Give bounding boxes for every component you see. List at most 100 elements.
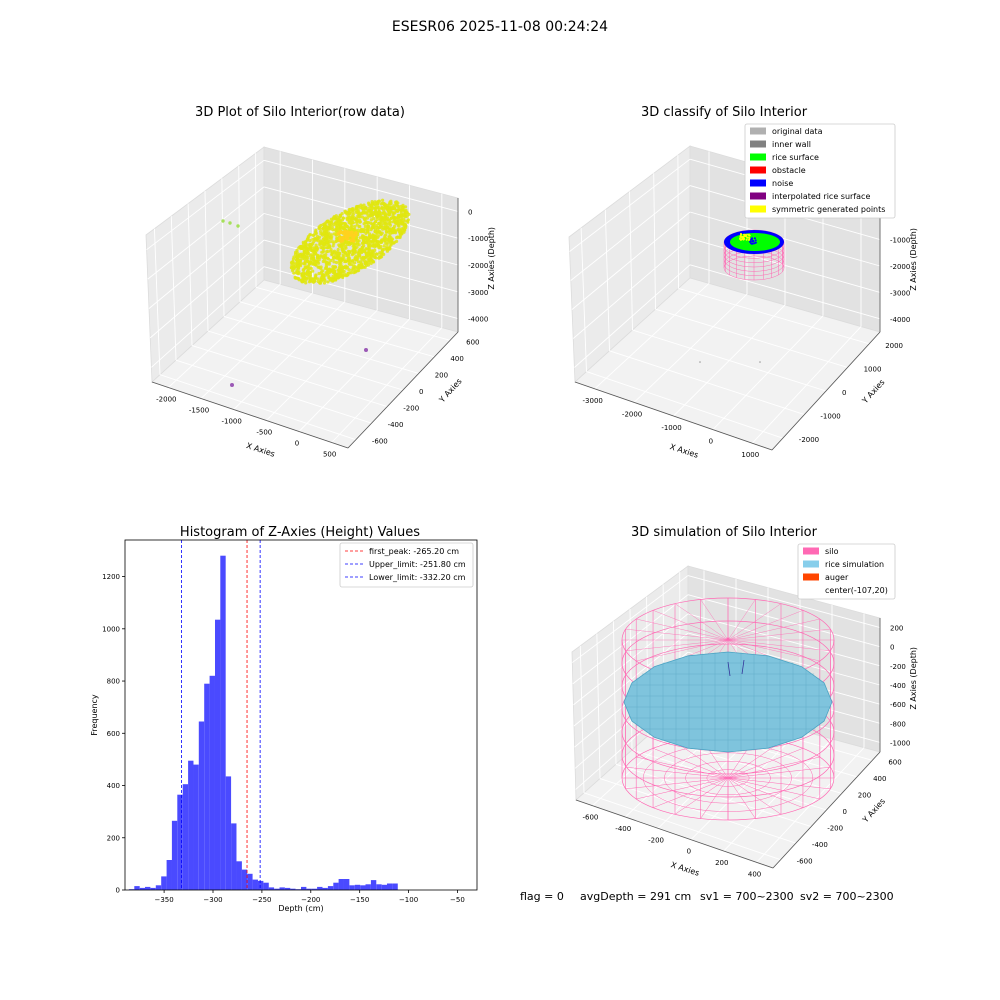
y-axis-label: Y Axies (860, 797, 887, 825)
status-sv2: sv2 = 700~2300 (800, 890, 894, 903)
silo-top-spoke (727, 618, 820, 641)
silo-top-spoke (727, 603, 782, 641)
y-axis-line (772, 751, 881, 869)
raw-point (358, 220, 362, 224)
raw-point (333, 265, 337, 269)
raw-point (402, 224, 406, 228)
histogram-bar (177, 794, 183, 890)
z-axis-label: Z Axies (Depth) (487, 227, 496, 290)
y-tick-label: 600 (107, 730, 120, 738)
z-gridline (572, 238, 691, 339)
raw-point (344, 236, 348, 240)
raw-point (358, 250, 362, 254)
histogram-bar (279, 887, 285, 890)
noise-point (751, 239, 754, 242)
classify-legend: original data inner wall rice surface obsta… (744, 123, 896, 219)
raw-point (316, 236, 320, 240)
raw-point (322, 231, 326, 235)
x-tick-label: −150 (350, 896, 369, 904)
y-axis-line (347, 331, 459, 449)
raw-point (362, 265, 366, 269)
raw-point (372, 222, 376, 226)
histogram-bar (311, 888, 318, 890)
z-gridline (148, 213, 265, 309)
y-tick-label: 200 (435, 371, 448, 379)
raw-point (312, 277, 316, 281)
raw-outlier-point (228, 221, 232, 225)
legend-label: symmetric generated points (772, 205, 885, 214)
y-tick-label: 0 (116, 887, 120, 895)
y-tick-label: 400 (107, 782, 120, 790)
raw-point (303, 266, 307, 270)
symmetric-point (746, 236, 749, 239)
raw-point (350, 230, 354, 235)
silo-floor-spoke (727, 777, 804, 808)
raw-point (368, 206, 372, 210)
legend-swatch (750, 166, 766, 174)
raw-point (380, 206, 384, 211)
y-tick-label: 800 (107, 678, 120, 686)
raw-point (349, 238, 354, 243)
y-tick-label: 0 (843, 808, 847, 816)
raw-point (326, 280, 330, 284)
raw-point (359, 206, 363, 210)
raw-point (398, 235, 402, 240)
raw-point (387, 228, 392, 233)
y-tick-label: 0 (419, 388, 423, 396)
histogram-bar (215, 619, 221, 890)
x-axis-line (575, 799, 774, 869)
raw-point (314, 248, 318, 252)
y-gridline (678, 287, 870, 345)
raw-point (383, 206, 387, 210)
z-gridline (571, 211, 691, 310)
raw-point (405, 210, 409, 214)
raw-point (324, 253, 328, 257)
raw-point (295, 261, 299, 265)
panel-raw-data: 3D Plot of Silo Interior(row data) -2000… (145, 105, 496, 459)
noise-point (749, 240, 752, 243)
raw-point (389, 236, 393, 240)
y-gridline (655, 308, 848, 368)
histogram-bar (171, 820, 178, 890)
raw-point (320, 233, 325, 237)
raw-point (359, 203, 363, 207)
raw-point (399, 213, 403, 217)
histogram-bar (166, 860, 172, 890)
histogram-bar (145, 886, 151, 890)
raw-point (313, 236, 317, 241)
raw-point (366, 209, 370, 213)
y-gridline (223, 315, 419, 374)
y-gridline (175, 359, 372, 424)
raw-point (334, 221, 338, 225)
raw-point (383, 238, 387, 243)
panel-classify: 3D classify of Silo Interior -3000 -2000 -… (568, 105, 918, 460)
raw-point (301, 268, 305, 272)
x-tick-label: -600 (582, 814, 598, 822)
legend-label: auger (825, 573, 849, 582)
raw-point (366, 224, 371, 228)
y-tick-label: -2000 (799, 436, 819, 444)
raw-point (353, 270, 357, 274)
histogram-bar (387, 883, 393, 890)
raw-point (373, 202, 377, 206)
y-tick-label: -1000 (820, 413, 840, 421)
raw-point (333, 272, 337, 276)
silo-top-spoke (727, 610, 804, 641)
raw-point (382, 247, 386, 251)
raw-point (383, 224, 387, 228)
x-tick-label: -200 (648, 836, 664, 844)
silo-top-spoke (625, 639, 729, 652)
raw-point (363, 249, 367, 253)
raw-point (311, 237, 315, 241)
raw-point (368, 234, 372, 238)
raw-point (348, 271, 352, 275)
raw-point (324, 266, 329, 270)
raw-point (382, 252, 386, 256)
y-axis-label: Y Axies (437, 377, 464, 405)
raw-point (387, 212, 391, 216)
z-tick-label: -1000 (890, 237, 910, 245)
y-tick-label: -200 (403, 405, 419, 413)
raw-point (335, 226, 339, 230)
z-gridline (572, 575, 689, 663)
